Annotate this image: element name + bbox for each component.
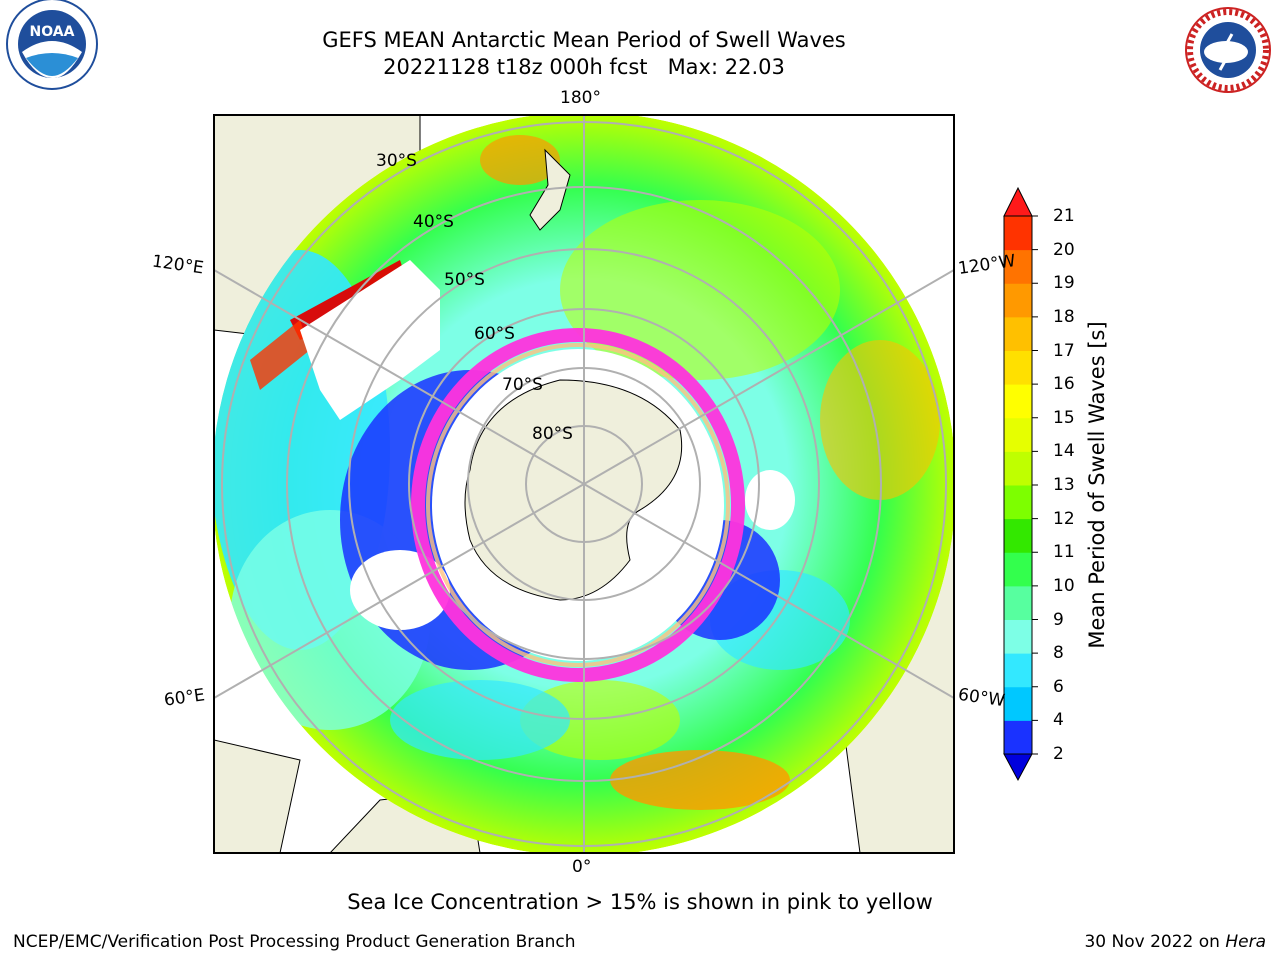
colorbar-segment xyxy=(1004,585,1032,620)
colorbar-tick-label: 4 xyxy=(1053,710,1064,731)
graticule xyxy=(214,115,954,853)
map-title: GEFS MEAN Antarctic Mean Period of Swell… xyxy=(322,28,846,52)
colorbar-tick-label: 15 xyxy=(1053,407,1075,428)
nws-logo xyxy=(1185,7,1271,93)
colorbar-tick-label: 19 xyxy=(1053,273,1075,294)
colorbar-tick-label: 6 xyxy=(1053,676,1064,697)
lat-label-30s: 30°S xyxy=(376,151,417,171)
lat-label-70s: 70°S xyxy=(502,375,543,395)
colorbar-segment xyxy=(1004,417,1032,452)
colorbar-tick-label: 11 xyxy=(1053,542,1075,563)
colorbar-segment xyxy=(1004,350,1032,385)
colorbar-segment xyxy=(1004,686,1032,721)
colorbar-tick-label: 21 xyxy=(1053,206,1075,226)
footer-date-text: 30 Nov 2022 on xyxy=(1084,932,1226,952)
map-area xyxy=(214,115,954,853)
lat-label-80s: 80°S xyxy=(532,424,573,444)
footer-credit: NCEP/EMC/Verification Post Processing Pr… xyxy=(13,932,576,952)
colorbar-tick-label: 8 xyxy=(1053,643,1064,664)
lat-label-50s: 50°S xyxy=(444,270,485,290)
lon-label-0: 0° xyxy=(572,857,592,877)
new-zealand-land xyxy=(529,148,571,231)
colorbar-segment xyxy=(1004,552,1032,587)
colorbar-segment xyxy=(1004,216,1032,251)
colorbar-segment xyxy=(1004,316,1032,351)
colorbar-segment xyxy=(1004,384,1032,419)
sea-ice-note: Sea Ice Concentration > 15% is shown in … xyxy=(347,890,933,914)
footer-date: 30 Nov 2022 on Hera xyxy=(1084,932,1266,952)
colorbar-tick-label: 20 xyxy=(1053,239,1075,260)
sea-ice-ring xyxy=(411,328,745,682)
colorbar-label: Mean Period of Swell Waves [s] xyxy=(1085,321,1109,649)
lon-label-180: 180° xyxy=(560,88,601,108)
colorbar-tick-label: 13 xyxy=(1053,475,1075,495)
colorbar-segment xyxy=(1004,518,1032,553)
colorbar-tick-label: 12 xyxy=(1053,508,1075,529)
footer-machine: Hera xyxy=(1225,932,1266,952)
colorbar-under-arrow xyxy=(1003,753,1033,782)
colorbar-segment xyxy=(1004,485,1032,520)
madagascar-land xyxy=(214,739,301,853)
colorbar-tick-label: 14 xyxy=(1053,441,1075,462)
colorbar-tick-label: 17 xyxy=(1053,340,1075,361)
map-subtitle: 20221128 t18z 000h fcst Max: 22.03 xyxy=(383,55,785,79)
colorbar-segment xyxy=(1004,283,1032,318)
colorbar-over-arrow xyxy=(1003,186,1033,217)
svg-text:NOAA: NOAA xyxy=(30,24,75,40)
colorbar-tick-label: 9 xyxy=(1053,609,1064,630)
lat-label-40s: 40°S xyxy=(413,212,454,232)
colorbar-tick-label: 16 xyxy=(1053,374,1075,395)
colorbar-tick-label: 10 xyxy=(1053,575,1075,596)
noaa-logo: NOAA xyxy=(6,0,98,90)
colorbar-segment xyxy=(1004,451,1032,486)
colorbar-tick-label: 18 xyxy=(1053,306,1075,327)
colorbar-tick-label: 2 xyxy=(1053,744,1064,764)
colorbar-segment xyxy=(1004,619,1032,654)
lat-label-60s: 60°S xyxy=(474,324,515,344)
colorbar-segment xyxy=(1004,249,1032,284)
colorbar-segment xyxy=(1004,720,1032,755)
colorbar-segment xyxy=(1004,653,1032,688)
map-frame xyxy=(213,114,955,854)
colorbar xyxy=(1003,186,1038,782)
